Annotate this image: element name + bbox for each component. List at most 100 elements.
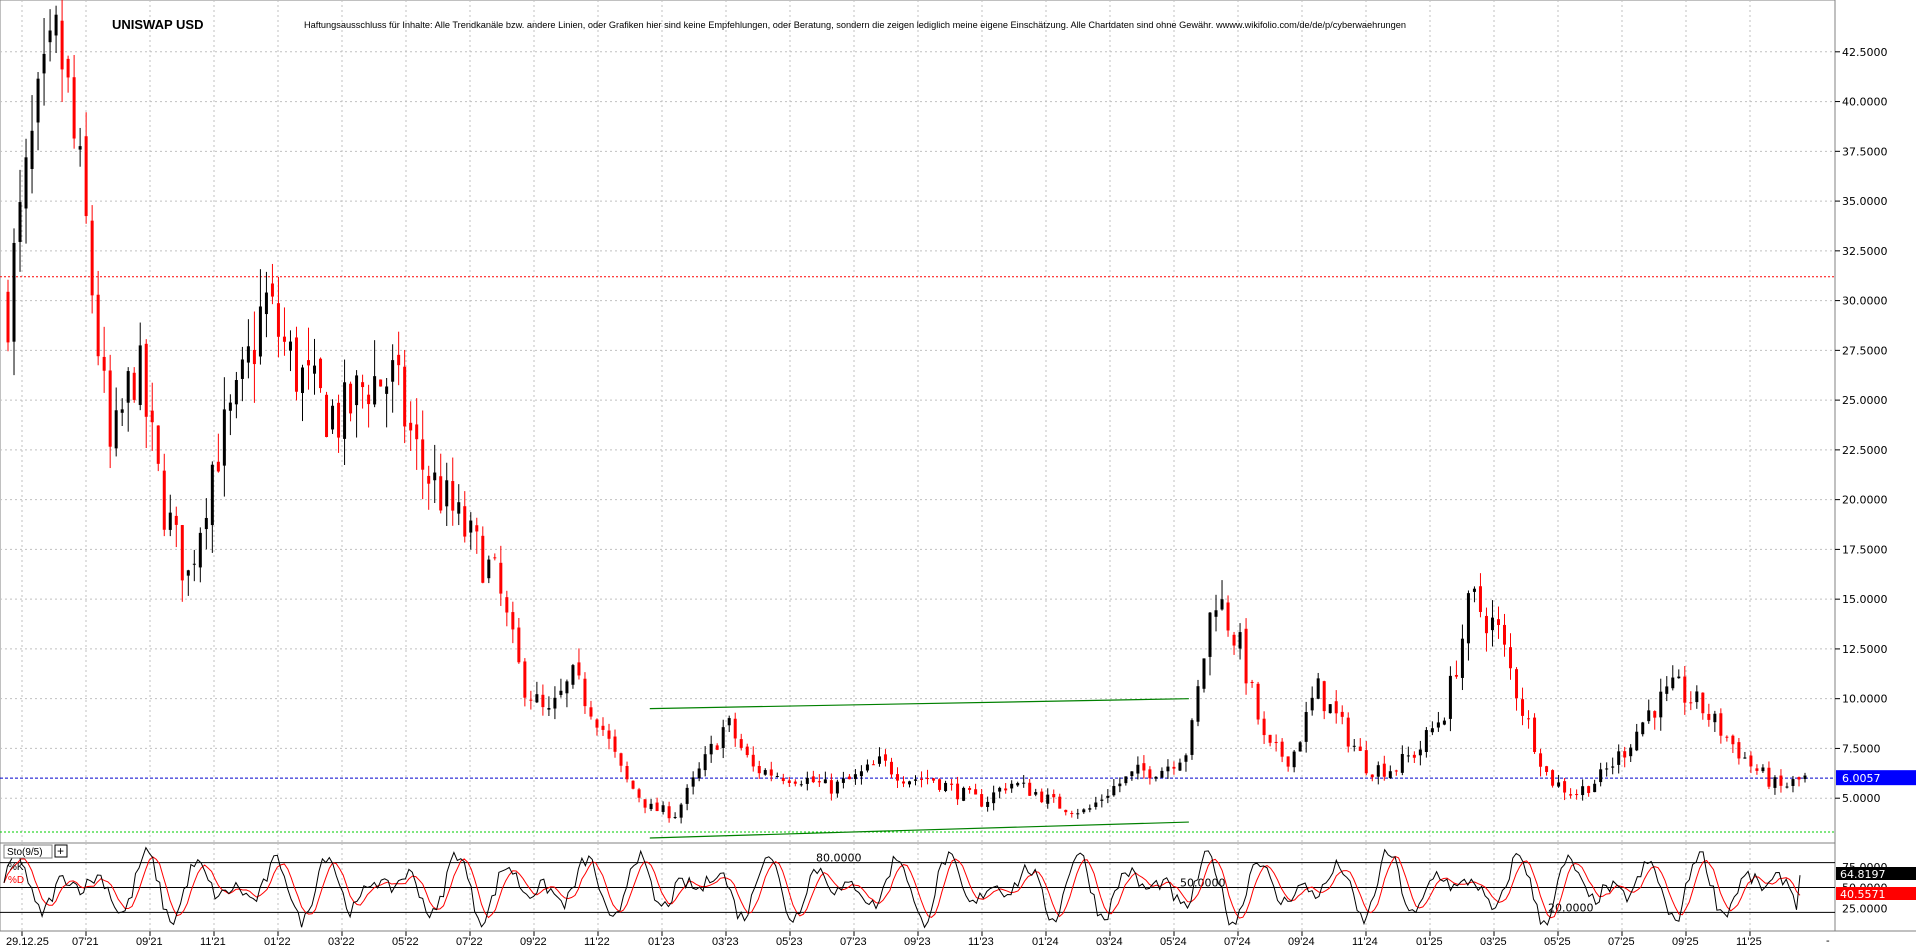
candle-body xyxy=(1358,746,1362,751)
trend-line xyxy=(649,821,1189,839)
trend-lines xyxy=(649,698,1189,839)
x-tick-label: 09'25 xyxy=(1672,936,1699,948)
candle-body xyxy=(1118,783,1122,787)
candle-body xyxy=(1593,783,1597,793)
candle-body xyxy=(132,372,136,400)
candle-body xyxy=(968,787,972,790)
candle-body xyxy=(1346,717,1350,747)
candle-body xyxy=(908,781,912,785)
candle-body xyxy=(685,787,689,804)
candle-body xyxy=(1292,751,1296,768)
candle-body xyxy=(529,699,533,701)
y-tick-label: 37.5000 xyxy=(1842,145,1888,158)
candle-body xyxy=(1454,674,1458,677)
add-indicator-button[interactable] xyxy=(54,844,68,858)
candles xyxy=(6,0,1807,824)
y-tick-label: 7.5000 xyxy=(1842,742,1881,755)
candle-body xyxy=(733,718,737,739)
candle-body xyxy=(1430,728,1434,733)
y-tick-label: 27.5000 xyxy=(1842,344,1888,357)
candle-body xyxy=(703,754,707,771)
candle-body xyxy=(583,678,587,707)
candle-body xyxy=(619,753,623,766)
candle-body xyxy=(1683,676,1687,703)
candle-body xyxy=(1220,599,1224,610)
candle-body xyxy=(901,781,905,784)
candle-body xyxy=(343,382,347,439)
candle-body xyxy=(144,343,148,417)
candle-body xyxy=(1286,756,1290,767)
x-tick-label: 01'22 xyxy=(264,936,291,948)
candle-body xyxy=(1310,697,1314,711)
candle-body xyxy=(361,382,365,388)
candle-body xyxy=(367,394,371,405)
candle-body xyxy=(96,294,100,357)
d-legend: %D xyxy=(8,875,24,886)
candle-body xyxy=(1322,681,1326,712)
candle-body xyxy=(337,402,341,438)
price-axis: 5.0000 7.5000 10.0000 12.5000 15.0000 17.5000… xyxy=(1835,46,1888,805)
candle-body xyxy=(1587,786,1591,793)
candle-body xyxy=(1635,731,1639,751)
k-line xyxy=(3,846,1801,929)
candle-body xyxy=(1641,722,1645,735)
candle-body xyxy=(156,425,160,464)
candle-body xyxy=(1713,713,1717,723)
candle-body xyxy=(757,766,761,774)
candle-body xyxy=(1046,794,1050,804)
candle-body xyxy=(397,354,401,366)
candle-body xyxy=(300,367,304,394)
candle-body xyxy=(932,778,936,781)
candle-body xyxy=(775,776,779,778)
candle-body xyxy=(174,515,178,525)
candle-body xyxy=(1094,802,1098,807)
candle-body xyxy=(571,665,575,685)
candle-body xyxy=(1755,768,1759,771)
candle-body xyxy=(1743,757,1747,759)
candle-body xyxy=(1599,769,1603,783)
candle-body xyxy=(895,774,899,781)
candle-body xyxy=(883,754,887,761)
candle-body xyxy=(799,784,803,786)
candle-body xyxy=(1124,776,1128,784)
candle-body xyxy=(1545,766,1549,772)
y-tick-label: 25.0000 xyxy=(1842,394,1888,407)
candle-body xyxy=(126,371,130,403)
candle-body xyxy=(1160,770,1164,778)
current-price-badge: 6.0057 xyxy=(1836,770,1916,786)
candle-body xyxy=(307,360,311,366)
candle-body xyxy=(1400,753,1404,773)
candle-body xyxy=(613,736,617,752)
candle-body xyxy=(1130,771,1134,777)
scroll-dash-icon[interactable]: - xyxy=(1826,935,1830,947)
x-tick-label: 05'22 xyxy=(392,936,419,948)
x-tick-label: 05'25 xyxy=(1544,936,1571,948)
candle-body xyxy=(950,783,954,785)
x-tick-label: 01'24 xyxy=(1032,936,1059,948)
candle-body xyxy=(439,476,443,511)
candle-body xyxy=(962,787,966,801)
candle-body xyxy=(270,283,274,297)
x-tick-label: 05'23 xyxy=(776,936,803,948)
candle-body xyxy=(1010,783,1014,789)
oscillator-legend: Sto(9/5) + %K %D xyxy=(3,844,68,886)
candle-body xyxy=(1214,610,1218,617)
candle-body xyxy=(198,532,202,568)
candle-body xyxy=(276,303,280,337)
candle-body xyxy=(1004,788,1008,791)
candle-body xyxy=(1731,735,1735,745)
candle-body xyxy=(853,774,857,780)
y-tick-label: 30.0000 xyxy=(1842,295,1888,308)
candle-body xyxy=(78,146,82,150)
candle-body xyxy=(1797,777,1801,780)
candle-body xyxy=(1472,588,1476,592)
candle-body xyxy=(1058,796,1062,809)
x-tick-label: 07'21 xyxy=(72,936,99,948)
candle-body xyxy=(1142,763,1146,771)
candle-body xyxy=(631,780,635,789)
candle-body xyxy=(829,780,833,794)
osc-y-tick-label: 25.0000 xyxy=(1842,902,1888,915)
candle-body xyxy=(1196,686,1200,722)
candle-body xyxy=(1364,750,1368,774)
